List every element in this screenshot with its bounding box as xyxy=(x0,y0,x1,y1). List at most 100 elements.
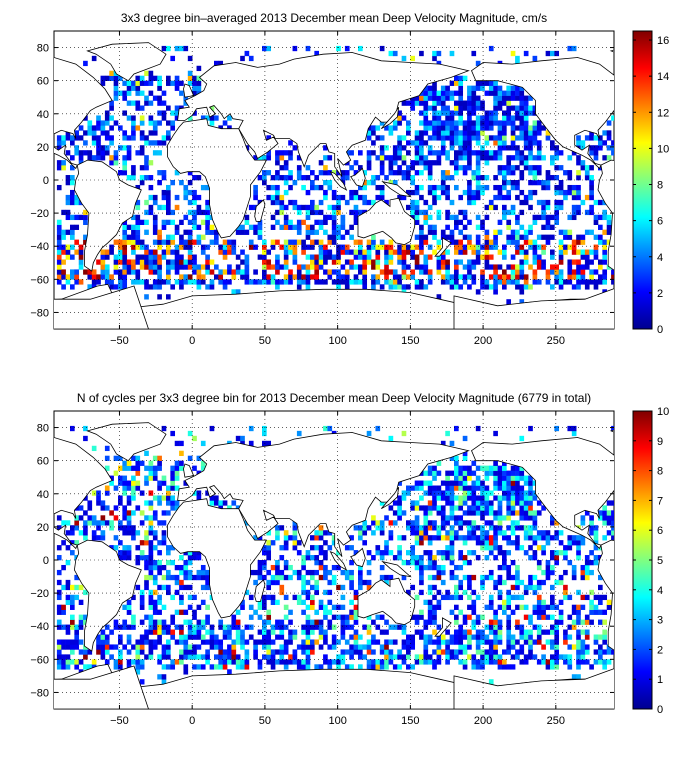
heatmap-cell xyxy=(70,644,75,650)
heatmap-cell xyxy=(423,520,429,526)
heatmap-cell xyxy=(484,649,490,655)
heatmap-cell xyxy=(589,604,594,610)
heatmap-cell xyxy=(375,550,381,556)
heatmap-cell xyxy=(56,279,62,285)
heatmap-cell xyxy=(218,639,224,645)
heatmap-cell xyxy=(462,470,468,476)
heatmap-cell xyxy=(358,45,363,52)
heatmap-cell xyxy=(344,545,350,551)
heatmap-cell xyxy=(218,269,224,275)
heatmap-cell xyxy=(192,279,197,285)
heatmap-cell xyxy=(262,180,267,186)
heatmap-cell xyxy=(166,279,171,285)
heatmap-cell xyxy=(235,639,241,645)
heatmap-cell xyxy=(209,279,215,285)
heatmap-cell xyxy=(187,229,193,235)
heatmap-cell xyxy=(419,249,424,255)
heatmap-cell xyxy=(157,584,162,591)
heatmap-cell xyxy=(187,649,193,655)
heatmap-cell xyxy=(471,525,477,531)
heatmap-cell xyxy=(510,584,516,591)
heatmap-cell xyxy=(458,95,464,101)
heatmap-cell xyxy=(593,150,599,156)
heatmap-cell xyxy=(510,140,516,146)
heatmap-cell xyxy=(484,140,490,146)
heatmap-cell xyxy=(545,664,551,670)
heatmap-cell xyxy=(139,120,145,126)
heatmap-cell xyxy=(384,629,389,635)
heatmap-cell xyxy=(179,234,184,240)
heatmap-cell xyxy=(187,180,193,186)
heatmap-cell xyxy=(493,535,498,541)
heatmap-cell xyxy=(174,194,180,201)
heatmap-cell xyxy=(253,609,258,615)
heatmap-cell xyxy=(358,634,363,640)
heatmap-cell xyxy=(397,279,402,285)
heatmap-cell xyxy=(78,584,84,591)
heatmap-cell xyxy=(406,525,411,531)
heatmap-cell xyxy=(554,550,560,556)
heatmap-cell xyxy=(375,194,381,201)
heatmap-cell xyxy=(323,634,328,640)
heatmap-cell xyxy=(96,125,101,131)
heatmap-cell xyxy=(56,545,62,551)
heatmap-cell xyxy=(488,115,494,121)
heatmap-cell xyxy=(161,664,167,670)
heatmap-cell xyxy=(148,460,154,466)
heatmap-cell xyxy=(497,495,503,501)
heatmap-cell xyxy=(532,589,538,596)
heatmap-cell xyxy=(218,244,224,250)
heatmap-cell xyxy=(576,155,581,161)
heatmap-cell xyxy=(74,659,80,665)
heatmap-cell xyxy=(166,589,171,596)
heatmap-cell xyxy=(401,639,407,645)
heatmap-cell xyxy=(157,609,162,615)
heatmap-cell xyxy=(467,95,472,101)
heatmap-cell xyxy=(70,584,75,591)
heatmap-cell xyxy=(100,274,106,280)
heatmap-cell xyxy=(384,659,389,665)
heatmap-cell xyxy=(340,219,346,225)
heatmap-cell xyxy=(541,155,546,161)
heatmap-cell xyxy=(349,234,354,240)
heatmap-cell xyxy=(323,609,328,615)
heatmap-cell xyxy=(104,455,110,461)
heatmap-cell xyxy=(454,495,459,501)
heatmap-cell xyxy=(214,634,219,640)
heatmap-cell xyxy=(462,189,468,196)
heatmap-cell xyxy=(74,644,80,650)
heatmap-cell xyxy=(83,510,88,516)
heatmap-cell xyxy=(532,239,538,245)
heatmap-cell xyxy=(397,664,402,670)
heatmap-cell xyxy=(196,619,202,625)
heatmap-cell xyxy=(248,204,254,211)
heatmap-cell xyxy=(563,639,568,645)
heatmap-cell xyxy=(56,224,62,230)
heatmap-cell xyxy=(480,659,485,665)
heatmap-cell xyxy=(558,284,564,290)
heatmap-cell xyxy=(196,555,202,561)
heatmap-cell xyxy=(148,90,154,96)
heatmap-cell xyxy=(366,659,372,665)
heatmap-cell xyxy=(61,249,66,255)
heatmap-cell xyxy=(580,234,586,240)
heatmap-cell xyxy=(536,564,542,571)
heatmap-cell xyxy=(467,145,472,151)
heatmap-cell xyxy=(436,135,442,141)
heatmap-cell xyxy=(227,629,232,635)
heatmap-cell xyxy=(440,279,446,285)
heatmap-cell xyxy=(493,460,498,466)
heatmap-cell xyxy=(78,614,84,620)
heatmap-cell xyxy=(314,209,320,216)
heatmap-cell xyxy=(318,624,324,630)
heatmap-cell xyxy=(471,264,477,270)
heatmap-cell xyxy=(519,170,525,176)
heatmap-cell xyxy=(523,604,529,610)
heatmap-cell xyxy=(493,264,498,270)
heatmap-cell xyxy=(283,204,289,211)
heatmap-cell xyxy=(61,234,66,240)
heatmap-cell xyxy=(401,535,407,541)
heatmap-cell xyxy=(74,584,80,591)
x-tick-label: 200 xyxy=(474,335,492,347)
heatmap-cell xyxy=(392,120,398,126)
